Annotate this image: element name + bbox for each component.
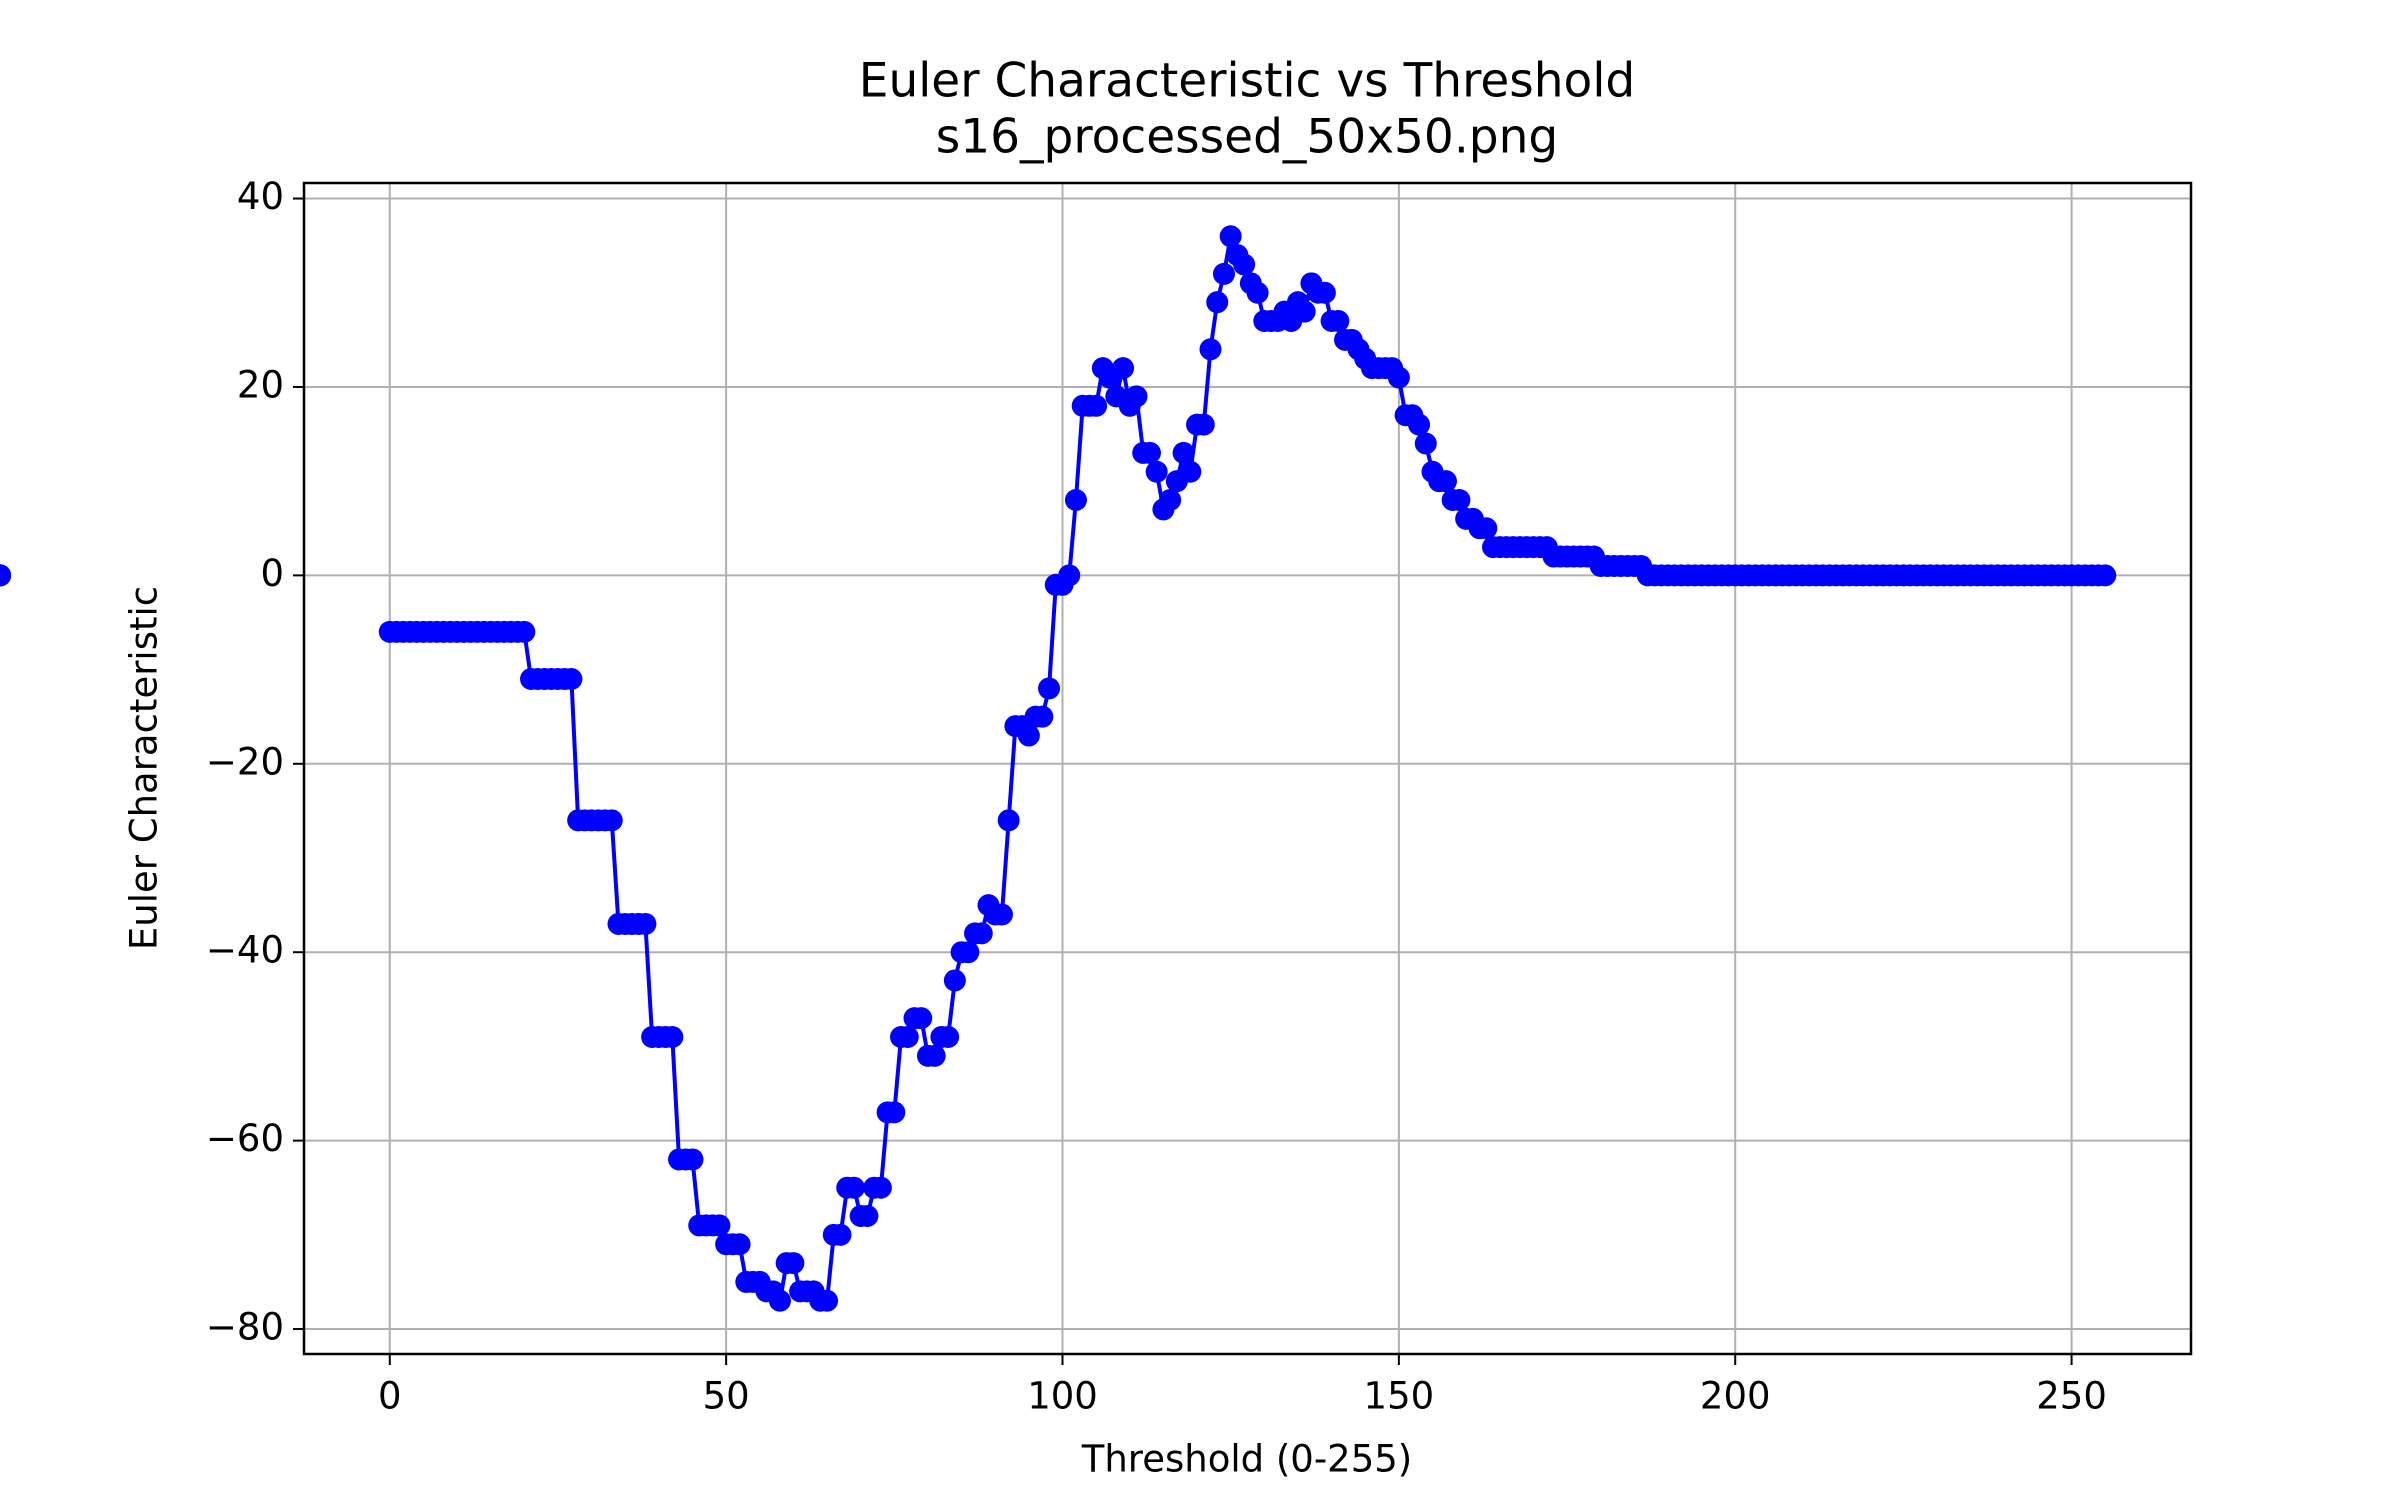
x-tick-label: 200 [1700, 1375, 1771, 1418]
data-point [883, 1101, 906, 1124]
x-tick-label: 50 [703, 1375, 750, 1418]
data-point [513, 620, 536, 643]
data-point [1031, 705, 1054, 728]
data-point [1206, 291, 1229, 314]
data-point [782, 1252, 805, 1275]
data-point [661, 1025, 684, 1048]
data-point [768, 1289, 791, 1312]
y-tick-label: −80 [206, 1306, 284, 1349]
data-point [997, 809, 1020, 832]
x-axis-label: Threshold (0-255) [1081, 1438, 1413, 1481]
x-tick-label: 150 [1364, 1375, 1435, 1418]
data-point [943, 969, 966, 992]
data-point [600, 809, 623, 832]
chart-subtitle: s16_processed_50x50.png [936, 110, 1558, 165]
data-point [970, 922, 993, 945]
data-point [1408, 413, 1431, 436]
data-point [829, 1223, 852, 1246]
data-point [2094, 564, 2117, 587]
data-point [1313, 281, 1336, 304]
data-point [681, 1148, 704, 1171]
y-tick-label: 20 [237, 363, 284, 406]
y-tick-label: 40 [237, 175, 284, 218]
y-tick-label: −60 [206, 1117, 284, 1160]
data-point [869, 1176, 892, 1199]
data-point [1293, 300, 1316, 323]
y-tick-label: 0 [260, 552, 284, 595]
data-point [560, 668, 583, 691]
y-axis-label: Euler Characteristic [123, 586, 166, 950]
data-point [990, 903, 1013, 926]
data-point [1038, 677, 1061, 700]
data-point [816, 1289, 839, 1312]
data-point [728, 1233, 751, 1256]
data-point [0, 564, 11, 587]
data-point [1434, 470, 1457, 493]
y-tick-label: −40 [206, 929, 284, 972]
data-point [1138, 441, 1161, 464]
data-point [923, 1044, 946, 1067]
data-point [1448, 489, 1471, 512]
data-point [1219, 225, 1242, 248]
data-point [1233, 253, 1256, 276]
data-point [1246, 281, 1269, 304]
data-point [957, 941, 980, 964]
chart-title: Euler Characteristic vs Threshold [859, 54, 1635, 109]
x-tick-label: 250 [2036, 1375, 2107, 1418]
data-point [1387, 366, 1410, 389]
data-point [1159, 489, 1182, 512]
data-point [1172, 441, 1195, 464]
data-point [856, 1204, 879, 1227]
data-point [1414, 432, 1437, 455]
data-point [1125, 385, 1148, 408]
data-point [1212, 262, 1235, 285]
data-point [1017, 724, 1040, 747]
data-point [1058, 564, 1081, 587]
data-point [1199, 338, 1222, 361]
data-point [896, 1025, 919, 1048]
data-point [1112, 357, 1135, 380]
data-point [1327, 310, 1350, 333]
plot-frame [302, 181, 2193, 1356]
data-point [842, 1176, 865, 1199]
data-point [1085, 394, 1108, 417]
x-tick-label: 100 [1027, 1375, 1098, 1418]
data-point [1475, 517, 1498, 540]
data-point [937, 1025, 960, 1048]
data-point [1179, 460, 1202, 483]
data-point [910, 1007, 933, 1030]
data-point [1145, 460, 1168, 483]
data-point [708, 1214, 731, 1237]
data-point [634, 912, 657, 935]
data-point [1064, 489, 1087, 512]
y-tick-label: −20 [206, 740, 284, 783]
data-point [1192, 413, 1215, 436]
x-tick-label: 0 [378, 1375, 402, 1418]
